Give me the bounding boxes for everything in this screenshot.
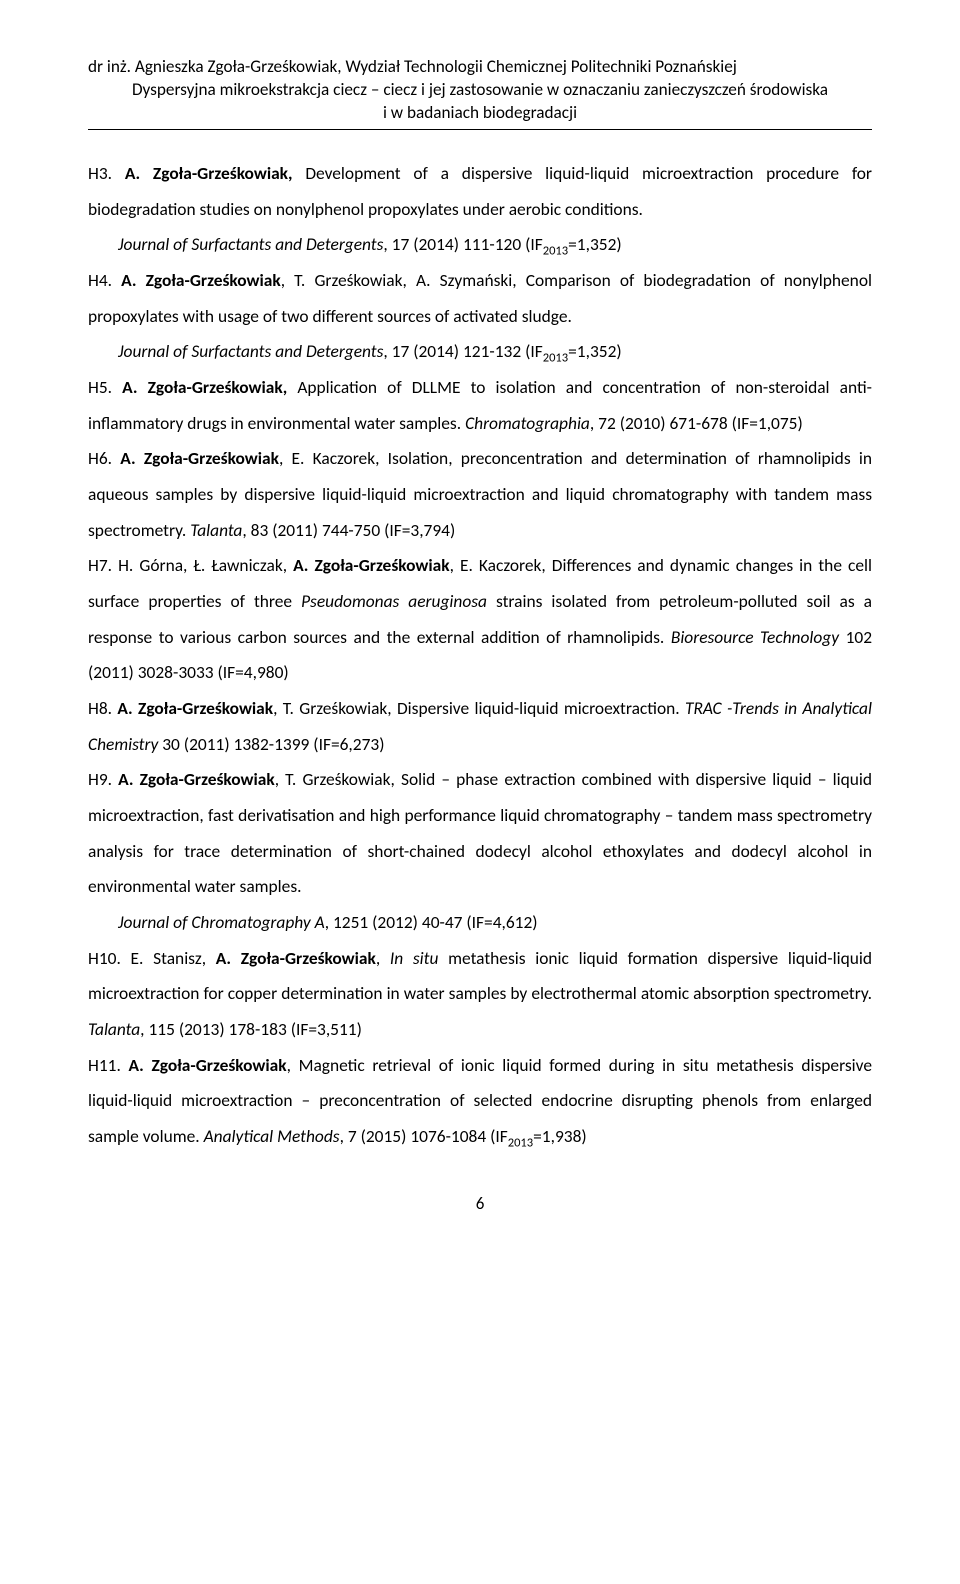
ref-text: =1,352): [568, 233, 622, 255]
ref-author: A. Zgoła-Grześkowiak: [293, 554, 449, 576]
page-number: 6: [88, 1193, 872, 1214]
header-divider: [88, 129, 872, 130]
ref-author: A. Zgoła-Grześkowiak: [129, 1054, 287, 1076]
ref-text: =1,352): [568, 340, 622, 362]
header-subtitle-line: i w badaniach biodegradacji: [88, 102, 872, 123]
reference-h8: H8. A. Zgoła-Grześkowiak, T. Grześkowiak…: [88, 691, 872, 762]
ref-label: H9.: [88, 768, 118, 790]
page-header: dr inż. Agnieszka Zgoła-Grześkowiak, Wyd…: [88, 56, 872, 130]
reference-h4: H4. A. Zgoła-Grześkowiak, T. Grześkowiak…: [88, 263, 872, 370]
ref-label: H8.: [88, 697, 117, 719]
header-author-line: dr inż. Agnieszka Zgoła-Grześkowiak, Wyd…: [88, 56, 872, 77]
ref-journal: Talanta: [190, 519, 242, 541]
ref-text: , 83 (2011) 744-750 (IF=3,794): [242, 519, 455, 541]
reference-h9: H9. A. Zgoła-Grześkowiak, T. Grześkowiak…: [88, 762, 872, 940]
ref-text: , 72 (2010) 671-678 (IF=1,075): [590, 412, 803, 434]
header-title-line: Dyspersyjna mikroekstrakcja ciecz – ciec…: [88, 79, 872, 100]
ref-pre-authors: E. Stanisz,: [131, 947, 216, 969]
ref-author: A. Zgoła-Grześkowiak,: [125, 162, 293, 184]
reference-h10: H10. E. Stanisz, A. Zgoła-Grześkowiak, I…: [88, 941, 872, 1048]
ref-text: =1,938): [533, 1125, 587, 1147]
ref-label: H3.: [88, 162, 125, 184]
reference-h5: H5. A. Zgoła-Grześkowiak, Application of…: [88, 370, 872, 441]
ref-text: , 7 (2015) 1076-1084 (IF: [340, 1125, 508, 1147]
ref-author: A. Zgoła-Grześkowiak: [118, 768, 275, 790]
ref-text: ,: [376, 947, 390, 969]
ref-author: A. Zgoła-Grześkowiak,: [122, 376, 287, 398]
reference-h3: H3. A. Zgoła-Grześkowiak, Development of…: [88, 156, 872, 263]
ref-journal: Talanta: [88, 1018, 140, 1040]
ref-author: A. Zgoła-Grześkowiak: [121, 269, 281, 291]
reference-h11: H11. A. Zgoła-Grześkowiak, Magnetic retr…: [88, 1048, 872, 1155]
ref-journal: Journal of Chromatography A: [118, 911, 325, 933]
ref-label: H6.: [88, 447, 120, 469]
ref-journal: Analytical Methods: [204, 1125, 340, 1147]
ref-label: H5.: [88, 376, 122, 398]
ref-journal: Bioresource Technology: [671, 626, 839, 648]
reference-h6: H6. A. Zgoła-Grześkowiak, E. Kaczorek, I…: [88, 441, 872, 548]
ref-text: , 17 (2014) 121-132 (IF: [383, 340, 542, 362]
ref-journal: Chromatographia: [465, 412, 590, 434]
ref-author: A. Zgoła-Grześkowiak: [117, 697, 273, 719]
ref-journal: Journal of Surfactants and Detergents: [118, 233, 383, 255]
ref-pre-authors: H. Górna, Ł. Ławniczak,: [118, 554, 293, 576]
ref-author: A. Zgoła-Grześkowiak: [120, 447, 279, 469]
document-page: dr inż. Agnieszka Zgoła-Grześkowiak, Wyd…: [0, 0, 960, 1244]
ref-journal: Journal of Surfactants and Detergents: [118, 340, 383, 362]
ref-subscript: 2013: [543, 351, 568, 366]
ref-text: , 115 (2013) 178-183 (IF=3,511): [140, 1018, 362, 1040]
ref-label: H4.: [88, 269, 121, 291]
ref-italic: In situ: [390, 947, 439, 969]
ref-text: 30 (2011) 1382-1399 (IF=6,273): [158, 733, 384, 755]
ref-label: H10.: [88, 947, 131, 969]
reference-h7: H7. H. Górna, Ł. Ławniczak, A. Zgoła-Grz…: [88, 548, 872, 691]
ref-text: , 17 (2014) 111-120 (IF: [383, 233, 542, 255]
ref-label: H7.: [88, 554, 118, 576]
ref-subscript: 2013: [508, 1136, 533, 1151]
ref-subscript: 2013: [543, 244, 568, 259]
ref-italic: Pseudomonas aeruginosa: [301, 590, 487, 612]
ref-label: H11.: [88, 1054, 129, 1076]
ref-text: , 1251 (2012) 40-47 (IF=4,612): [325, 911, 538, 933]
ref-author: A. Zgoła-Grześkowiak: [216, 947, 376, 969]
ref-text: , T. Grześkowiak, Dispersive liquid-liqu…: [273, 697, 685, 719]
